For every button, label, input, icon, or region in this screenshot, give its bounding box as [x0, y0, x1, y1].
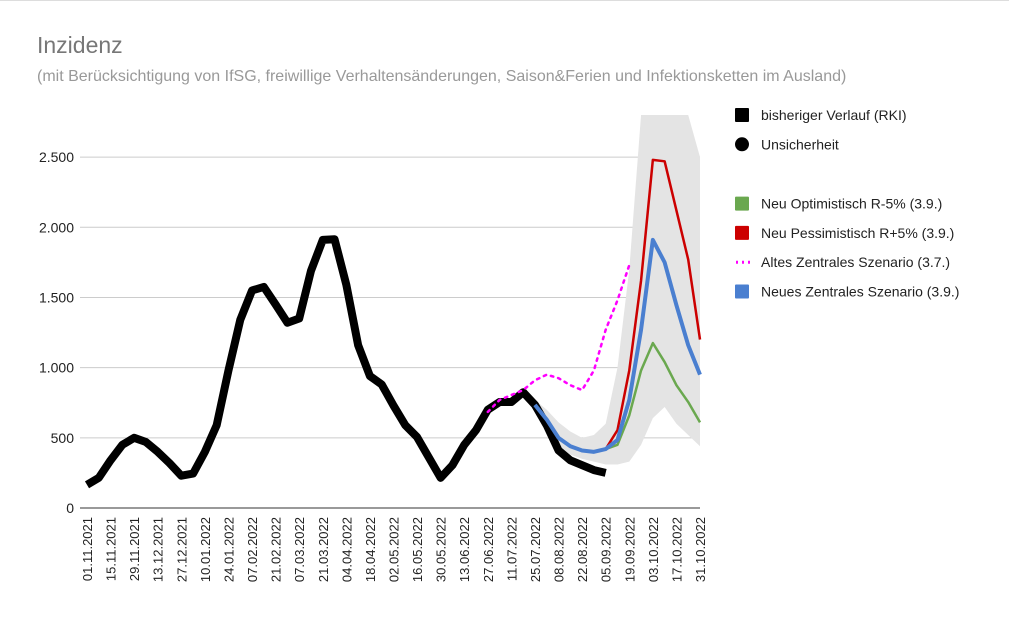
x-tick-label: 13.12.2021 [151, 517, 166, 582]
x-tick-label: 21.02.2022 [269, 517, 284, 582]
y-tick-label: 1.500 [39, 289, 74, 305]
series-line [605, 341, 702, 451]
x-tick-label: 07.03.2022 [292, 517, 307, 582]
y-tick-label: 500 [51, 430, 75, 446]
x-tick-label: 24.01.2022 [221, 517, 236, 582]
series-line [533, 237, 702, 454]
x-tick-label: 13.06.2022 [457, 517, 472, 582]
series-line [486, 263, 631, 414]
x-tick-label: 07.02.2022 [245, 517, 260, 582]
uncertainty-band [534, 115, 700, 465]
x-tick-label: 05.09.2022 [599, 517, 614, 582]
legend-marker [735, 284, 749, 299]
x-tick-label: 31.10.2022 [693, 517, 708, 582]
x-tick-label: 21.03.2022 [316, 517, 331, 582]
x-tick-label: 29.11.2021 [127, 517, 142, 581]
legend-marker [735, 196, 749, 211]
x-tick-label: 27.06.2022 [481, 517, 496, 582]
legend-marker [735, 137, 749, 152]
x-tick-label: 22.08.2022 [575, 517, 590, 582]
x-tick-label: 15.11.2021 [104, 517, 119, 581]
x-tick-label: 27.12.2021 [174, 517, 189, 582]
legend-label: Neues Zentrales Szenario (3.9.) [761, 284, 959, 300]
x-tick-label: 10.01.2022 [198, 517, 213, 582]
legend-marker [735, 225, 749, 240]
x-tick-label: 11.07.2022 [504, 517, 519, 581]
chart-title: Inzidenz [37, 32, 123, 58]
y-tick-label: 1.000 [39, 360, 74, 376]
y-tick-label: 0 [66, 500, 74, 516]
legend-label: Unsicherheit [761, 136, 839, 152]
y-tick-label: 2.000 [39, 219, 74, 235]
x-tick-label: 08.08.2022 [552, 517, 567, 582]
legend-label: Neu Pessimistisch R+5% (3.9.) [761, 225, 954, 241]
series-line [604, 158, 702, 450]
x-tick-label: 04.04.2022 [339, 517, 354, 582]
series-line [84, 235, 607, 489]
x-tick-label: 18.04.2022 [363, 517, 378, 582]
legend-label: Altes Zentrales Szenario (3.7.) [761, 254, 950, 270]
legend-label: bisheriger Verlauf (RKI) [761, 107, 907, 123]
x-tick-label: 03.10.2022 [646, 517, 661, 582]
x-tick-label: 02.05.2022 [387, 517, 402, 582]
x-tick-label: 17.10.2022 [669, 517, 684, 582]
x-tick-label: 30.05.2022 [434, 517, 449, 582]
x-tick-label: 01.11.2021 [80, 517, 95, 581]
legend-marker [735, 108, 749, 122]
x-tick-label: 19.09.2022 [622, 517, 637, 582]
chart-subtitle: (mit Berücksichtigung von IfSG, freiwill… [37, 68, 846, 85]
x-tick-label: 25.07.2022 [528, 517, 543, 582]
legend-label: Neu Optimistisch R-5% (3.9.) [761, 196, 942, 212]
x-tick-label: 16.05.2022 [410, 517, 425, 582]
y-tick-label: 2.500 [39, 149, 74, 165]
